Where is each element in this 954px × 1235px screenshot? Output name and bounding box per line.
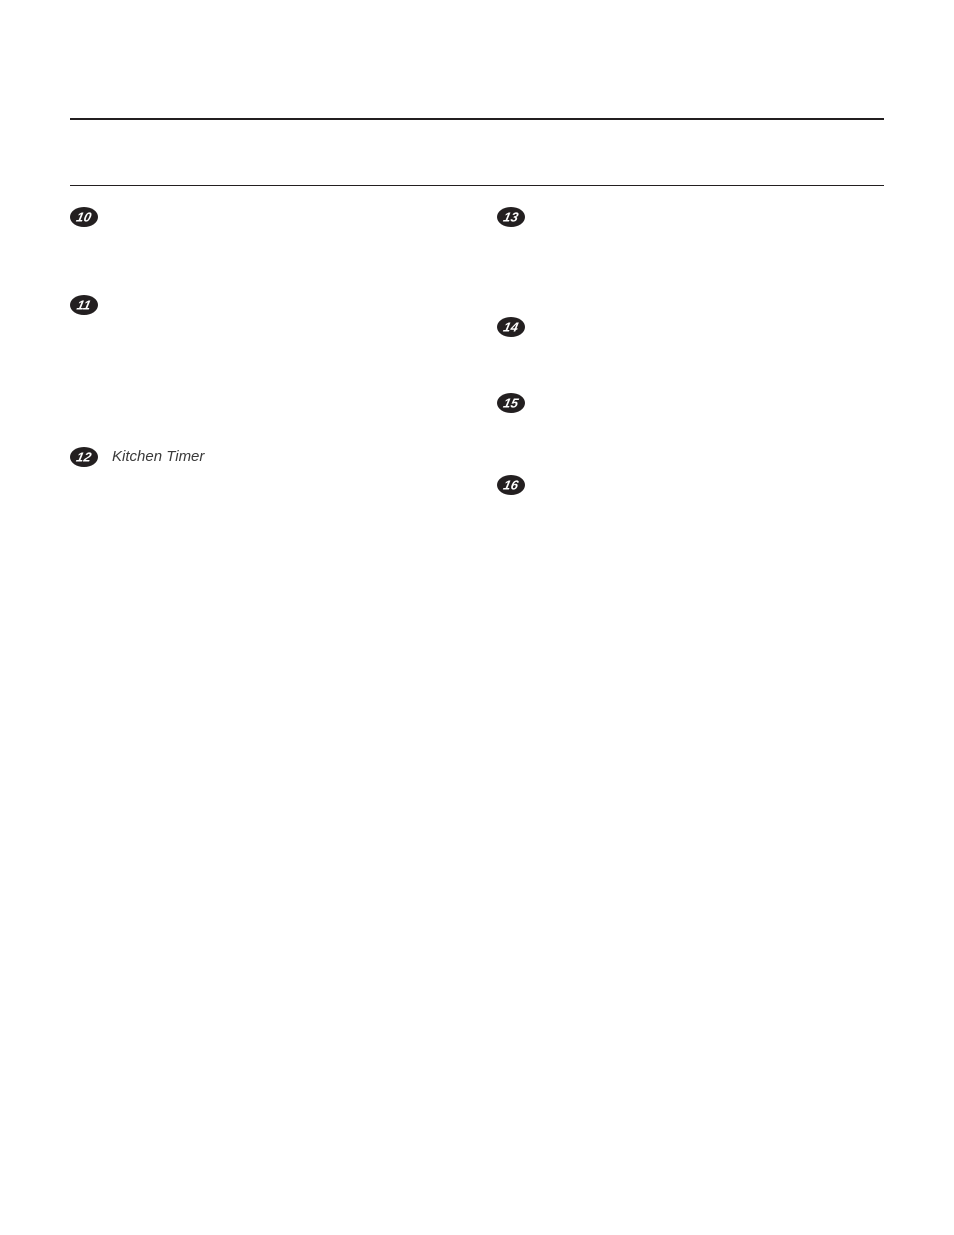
- badge-number: 14: [502, 320, 520, 333]
- badge-number: 16: [502, 478, 520, 491]
- list-item: 11: [70, 293, 457, 315]
- spacer: [497, 337, 884, 381]
- spacer: [70, 315, 457, 435]
- list-item: 16: [497, 473, 884, 495]
- badge-number: 13: [502, 210, 520, 223]
- number-badge: 10: [70, 207, 98, 227]
- number-badge: 16: [497, 475, 525, 495]
- rule-sub: [70, 185, 884, 186]
- number-badge: 12: [70, 447, 98, 467]
- number-badge: 14: [497, 317, 525, 337]
- spacer: [497, 227, 884, 305]
- number-badge: 13: [497, 207, 525, 227]
- badge-number: 15: [502, 396, 520, 409]
- rule-top: [70, 118, 884, 120]
- list-item: 14: [497, 315, 884, 337]
- list-item: 10: [70, 205, 457, 227]
- right-column: 13 14 15 16: [497, 195, 884, 495]
- spacer: [70, 227, 457, 283]
- number-badge: 15: [497, 393, 525, 413]
- left-column: 10 11 12 Kitchen Timer: [70, 195, 457, 495]
- list-item: 15: [497, 391, 884, 413]
- page: 10 11 12 Kitchen Timer: [0, 0, 954, 1235]
- list-item: 13: [497, 205, 884, 227]
- list-item: 12 Kitchen Timer: [70, 445, 457, 467]
- badge-number: 12: [75, 450, 93, 463]
- columns: 10 11 12 Kitchen Timer: [70, 195, 884, 495]
- badge-number: 11: [76, 298, 93, 311]
- number-badge: 11: [70, 295, 98, 315]
- spacer: [497, 413, 884, 463]
- item-label: Kitchen Timer: [112, 447, 204, 467]
- badge-number: 10: [75, 210, 93, 223]
